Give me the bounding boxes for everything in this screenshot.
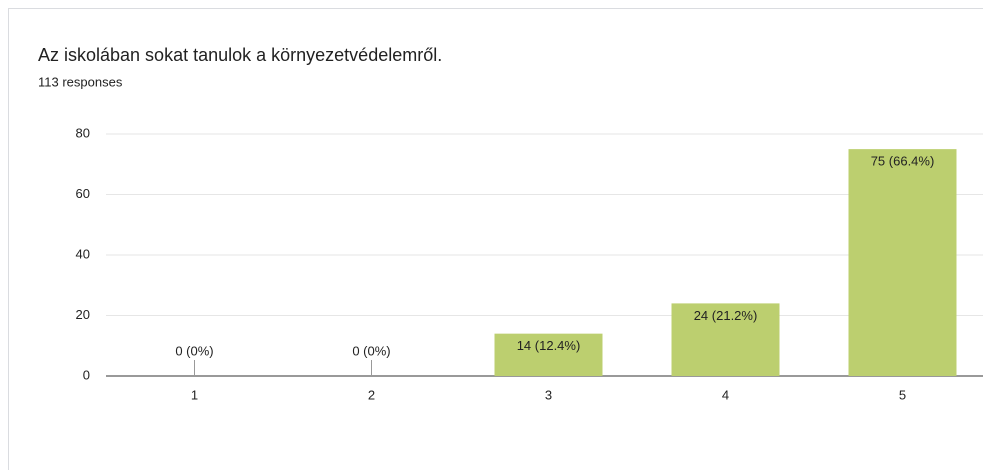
- y-tick-label: 0: [83, 367, 90, 382]
- y-tick-label: 20: [76, 307, 90, 322]
- data-label: 24 (21.2%): [694, 308, 758, 323]
- data-label: 14 (12.4%): [517, 338, 581, 353]
- chart-title: Az iskolában sokat tanulok a környezetvé…: [38, 45, 442, 65]
- bar: [849, 149, 957, 376]
- y-tick-label: 60: [76, 186, 90, 201]
- x-tick-label: 4: [722, 387, 729, 402]
- data-label: 0 (0%): [175, 343, 213, 358]
- card: [9, 9, 983, 471]
- x-tick-label: 1: [191, 387, 198, 402]
- chart-subtitle: 113 responses: [38, 74, 123, 89]
- data-label: 0 (0%): [352, 343, 390, 358]
- y-tick-label: 40: [76, 246, 90, 261]
- x-tick-label: 3: [545, 387, 552, 402]
- x-tick-label: 2: [368, 387, 375, 402]
- data-label: 75 (66.4%): [871, 154, 935, 169]
- y-tick-label: 80: [76, 125, 90, 140]
- x-tick-label: 5: [899, 387, 906, 402]
